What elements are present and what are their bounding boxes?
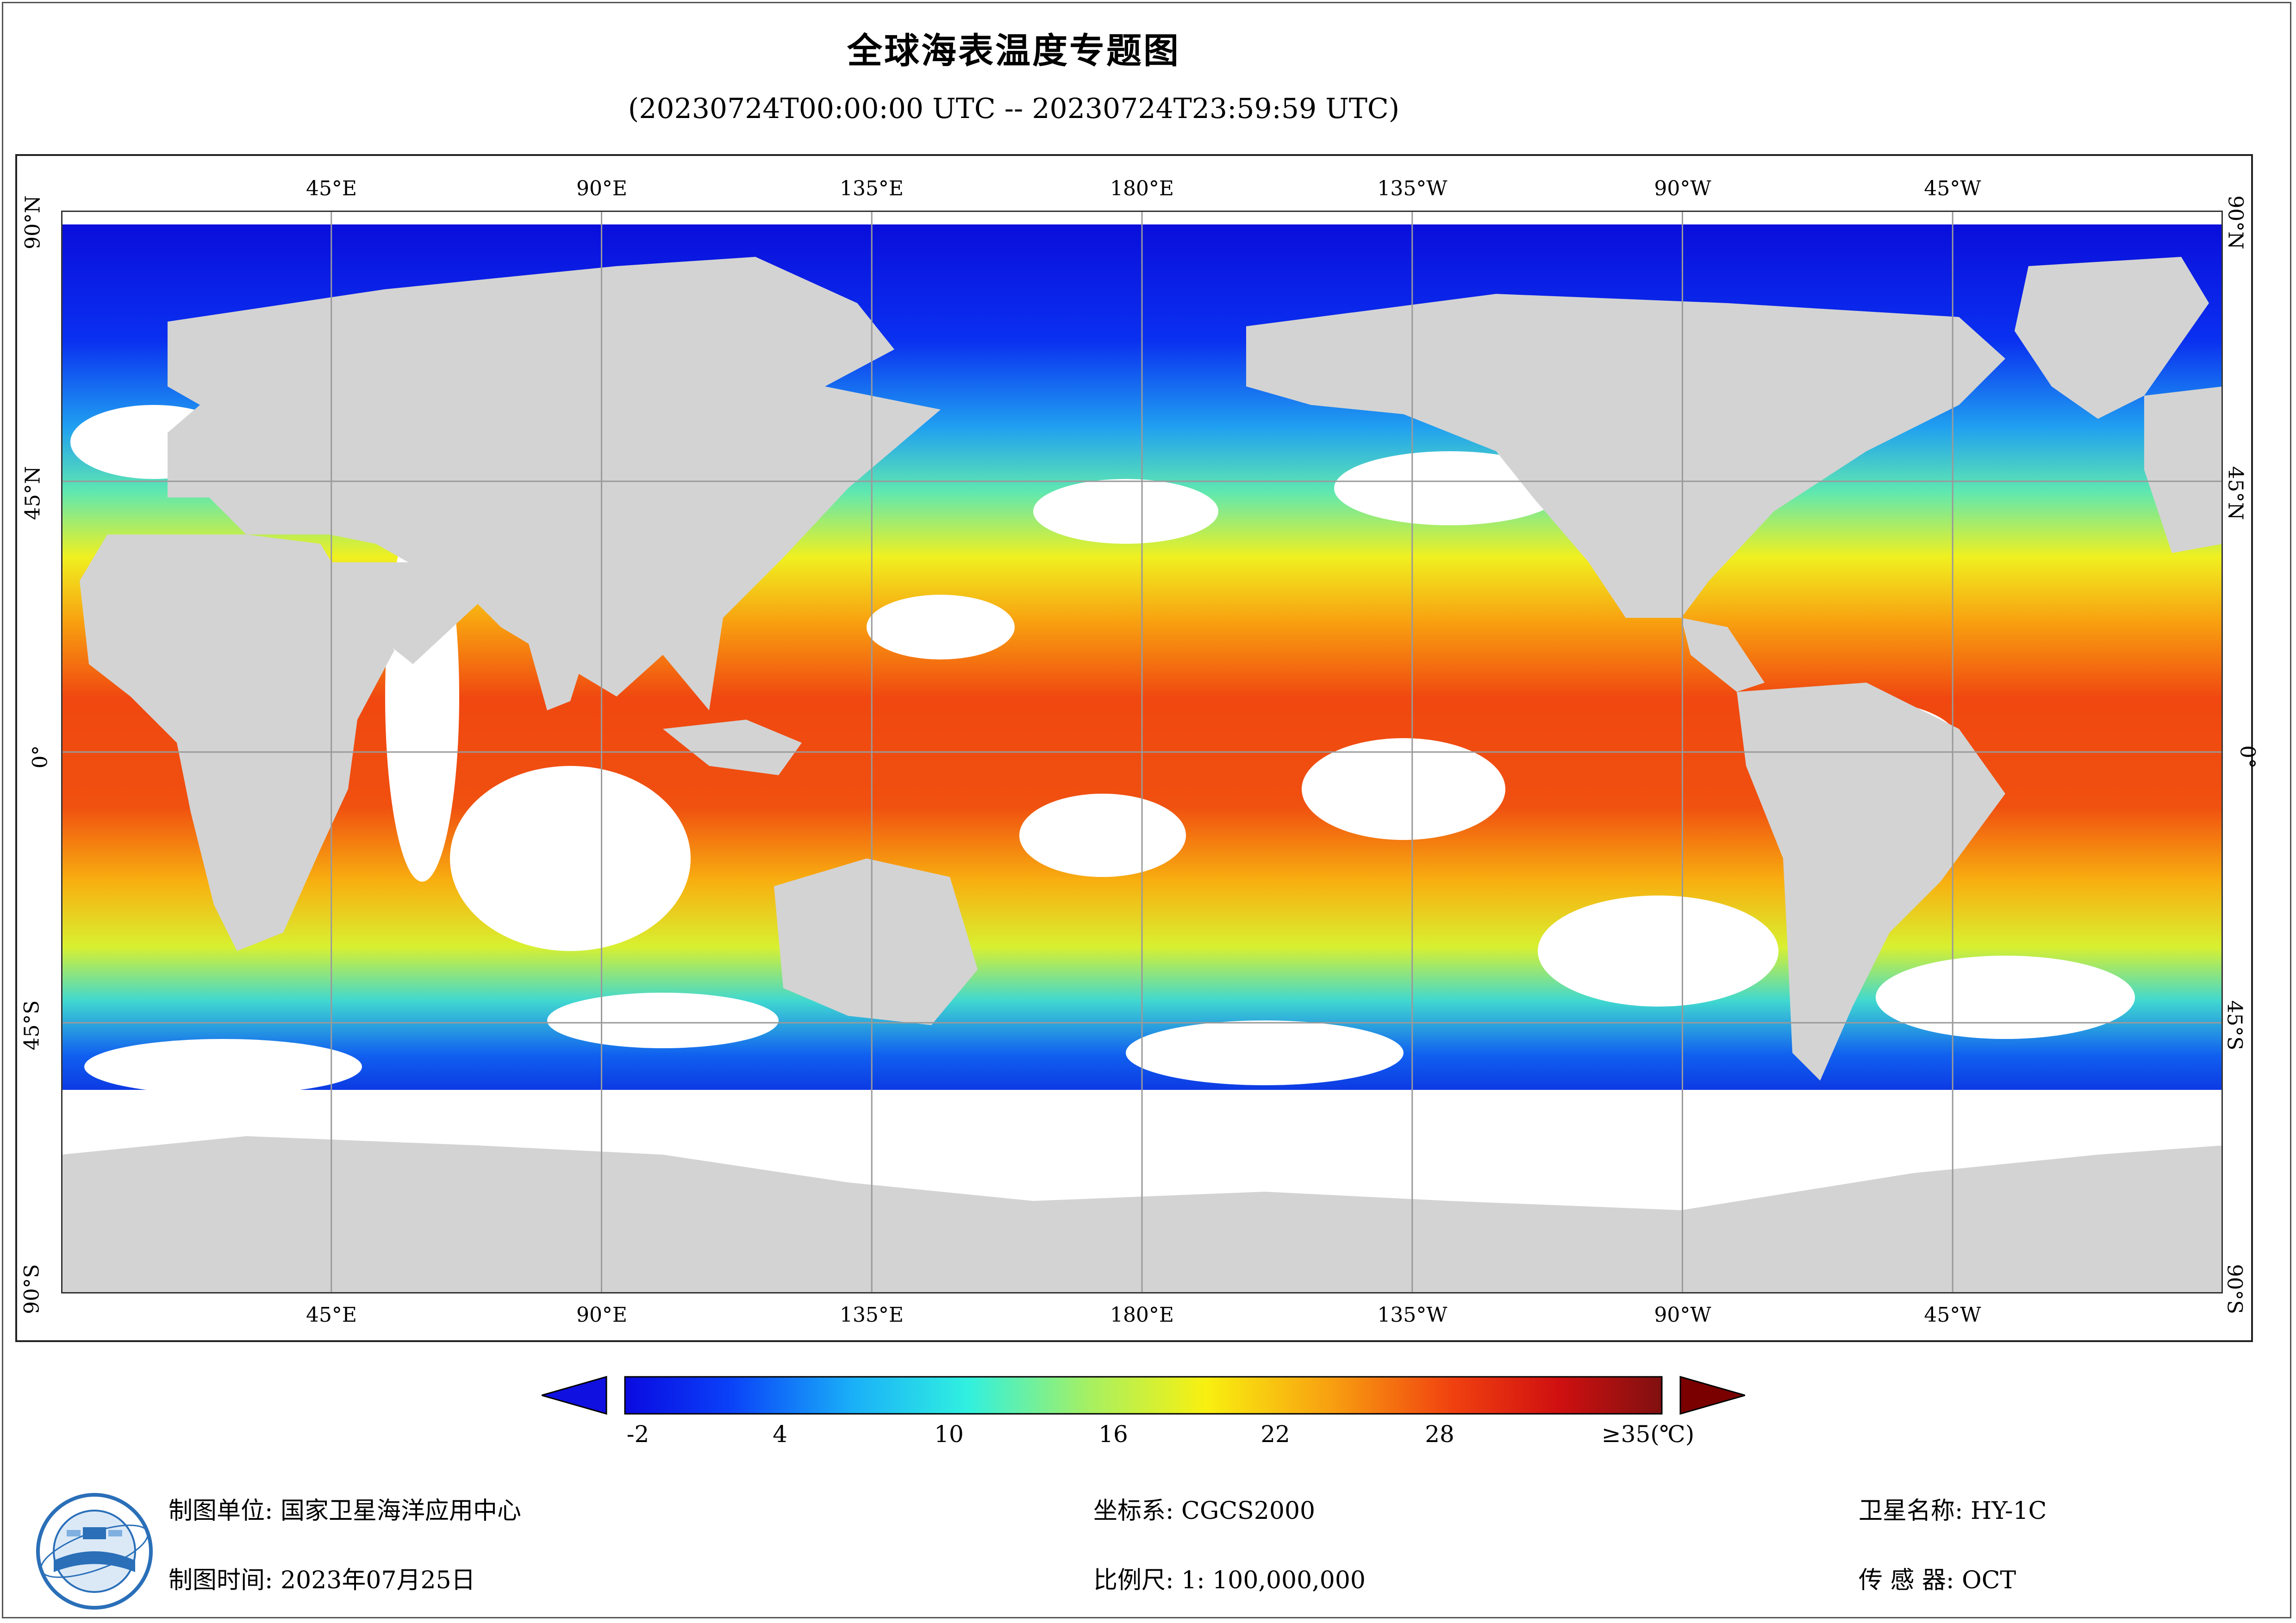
land-australia <box>774 858 978 1025</box>
land-india <box>524 627 593 710</box>
colorbar-under-arrow <box>539 1376 607 1415</box>
lon-label-top-45e: 45°E <box>306 177 357 200</box>
colorbar-gradient <box>624 1376 1663 1415</box>
colorbar-tick-label: ≥35(℃) <box>1601 1421 1695 1448</box>
lon-label-bottom-90e: 90°E <box>576 1303 628 1327</box>
lon-label-top-45w: 45°W <box>1924 177 1981 200</box>
footer-date: 制图时间: 2023年07月25日 <box>168 1567 475 1594</box>
lat-label-right-45s: 45°S <box>2222 1000 2246 1051</box>
footer-scale: 比例尺: 1: 100,000,000 <box>1093 1567 1366 1594</box>
graticule <box>61 211 2223 1293</box>
lon-label-top-90e: 90°E <box>576 177 628 200</box>
lat-label-right-90n: 90°N <box>2223 195 2247 249</box>
land-africa <box>80 535 394 951</box>
lon-label-top-90w: 90°W <box>1654 177 1711 200</box>
footer-org: 制图单位: 国家卫星海洋应用中心 <box>168 1497 522 1525</box>
land-greenland <box>2015 257 2209 419</box>
lon-label-bottom-135e: 135°E <box>839 1303 904 1327</box>
colorbar <box>539 1374 1748 1418</box>
lon-label-top-180: 180°E <box>1110 177 1174 200</box>
footer-satellite: 卫星名称: HY-1C <box>1859 1497 2047 1525</box>
lat-label-left-90s: 90°S <box>20 1264 44 1314</box>
lon-label-bottom-45w: 45°W <box>1924 1303 1981 1327</box>
colorbar-tick-label: 28 <box>1425 1421 1454 1448</box>
lon-label-top-135e: 135°E <box>839 177 904 200</box>
sst-map <box>61 211 2223 1293</box>
land-eurasia <box>168 257 941 710</box>
lon-label-bottom-180: 180°E <box>1110 1303 1174 1327</box>
lat-label-right-90s: 90°S <box>2222 1264 2246 1314</box>
colorbar-tick-label: -2 <box>626 1421 649 1448</box>
lon-label-bottom-90w: 90°W <box>1654 1303 1711 1327</box>
map-inner-border <box>61 211 2223 1293</box>
land-south-america <box>1737 683 2005 1081</box>
lon-label-bottom-135w: 135°W <box>1377 1303 1447 1327</box>
lat-label-left-45n: 45°N <box>21 466 45 520</box>
footer-sensor: 传 感 器: OCT <box>1859 1567 2016 1594</box>
land-europe <box>2144 386 2223 553</box>
colorbar-tick-label: 16 <box>1098 1421 1128 1448</box>
lat-label-left-90n: 90°N <box>21 195 45 249</box>
lon-label-top-135w: 135°W <box>1377 177 1447 200</box>
land-north-america <box>1246 294 2005 618</box>
land-arabia <box>320 562 478 664</box>
lat-label-right-45n: 45°N <box>2223 466 2247 520</box>
colorbar-over-arrow <box>1679 1376 1748 1415</box>
time-range-subtitle: (20230724T00:00:00 UTC -- 20230724T23:59… <box>628 93 1400 125</box>
lat-label-right-0: 0° <box>2235 745 2259 769</box>
colorbar-tick-label: 4 <box>773 1421 787 1448</box>
colorbar-tick-label: 10 <box>934 1421 964 1448</box>
colorbar-svg <box>539 1376 1748 1415</box>
lat-label-left-45s: 45°S <box>20 1000 44 1051</box>
footer-crs: 坐标系: CGCS2000 <box>1093 1497 1316 1525</box>
lon-label-bottom-45e: 45°E <box>306 1303 357 1327</box>
lat-label-left-0: 0° <box>28 745 52 769</box>
nsoas-logo <box>36 1493 153 1610</box>
land-indonesia <box>663 720 802 775</box>
map-title: 全球海表温度专题图 <box>847 30 1180 71</box>
land-central-america <box>1681 618 1765 692</box>
colorbar-tick-label: 22 <box>1260 1421 1290 1448</box>
